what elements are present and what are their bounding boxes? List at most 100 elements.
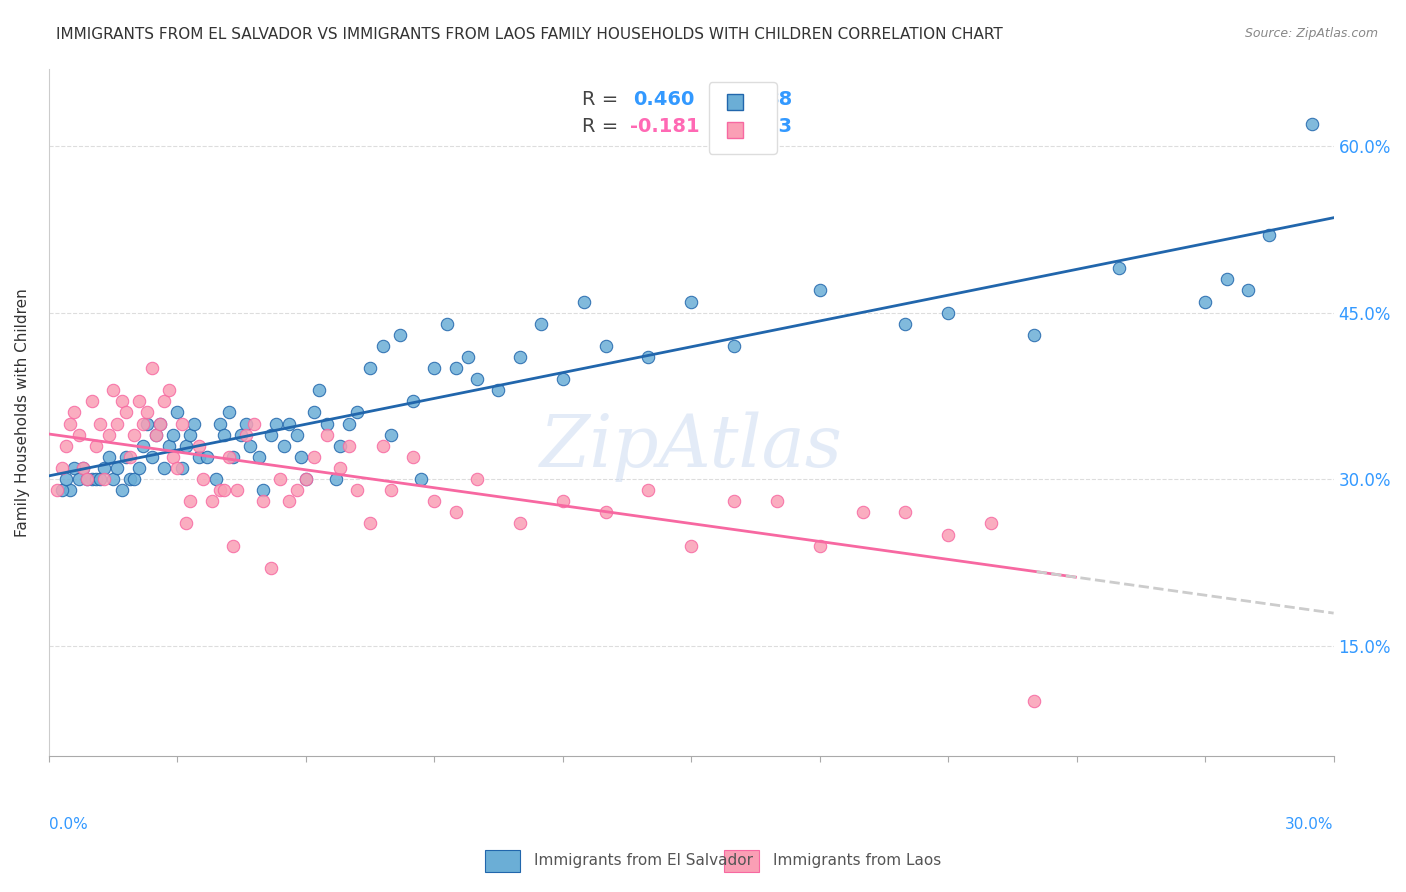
Point bbox=[209, 417, 232, 431]
Point bbox=[222, 450, 245, 464]
Point bbox=[132, 439, 155, 453]
Point bbox=[145, 427, 167, 442]
Point bbox=[572, 294, 595, 309]
Point bbox=[465, 372, 488, 386]
Point bbox=[55, 472, 77, 486]
Point bbox=[329, 461, 352, 475]
Point bbox=[209, 483, 232, 498]
Point bbox=[170, 417, 193, 431]
Text: N =: N = bbox=[704, 118, 761, 136]
Point bbox=[235, 427, 257, 442]
Point bbox=[380, 427, 402, 442]
Point bbox=[457, 350, 479, 364]
Point bbox=[166, 405, 188, 419]
Point bbox=[218, 450, 240, 464]
Point bbox=[187, 439, 209, 453]
Point bbox=[388, 327, 411, 342]
Point bbox=[101, 472, 124, 486]
Point bbox=[637, 350, 659, 364]
Point bbox=[191, 472, 214, 486]
Point bbox=[808, 284, 831, 298]
Point bbox=[187, 450, 209, 464]
Point bbox=[97, 427, 120, 442]
Point bbox=[63, 405, 86, 419]
Text: 73: 73 bbox=[766, 118, 793, 136]
Text: Immigrants from El Salvador: Immigrants from El Salvador bbox=[534, 854, 754, 868]
Point bbox=[465, 472, 488, 486]
Point bbox=[595, 505, 617, 519]
Point bbox=[681, 539, 703, 553]
Point bbox=[115, 450, 138, 464]
Text: R =: R = bbox=[582, 118, 624, 136]
Point bbox=[1022, 694, 1045, 708]
Point bbox=[179, 427, 201, 442]
Point bbox=[936, 527, 959, 541]
Point bbox=[316, 417, 339, 431]
Point bbox=[1258, 227, 1281, 242]
Point bbox=[551, 494, 574, 508]
Point bbox=[260, 427, 283, 442]
Point bbox=[1108, 261, 1130, 276]
Text: 0.460: 0.460 bbox=[633, 90, 695, 109]
Point bbox=[252, 483, 274, 498]
Point bbox=[63, 461, 86, 475]
Point bbox=[115, 405, 138, 419]
Point bbox=[101, 384, 124, 398]
Point bbox=[269, 472, 291, 486]
Point bbox=[402, 394, 425, 409]
Point bbox=[93, 472, 115, 486]
Point bbox=[128, 394, 150, 409]
Point bbox=[231, 427, 253, 442]
Point bbox=[294, 472, 316, 486]
Point bbox=[346, 483, 368, 498]
Text: Immigrants from Laos: Immigrants from Laos bbox=[773, 854, 942, 868]
Point bbox=[252, 494, 274, 508]
Point bbox=[444, 505, 467, 519]
Point bbox=[149, 417, 172, 431]
Point bbox=[346, 405, 368, 419]
Point bbox=[239, 439, 262, 453]
Point bbox=[277, 494, 299, 508]
Point bbox=[105, 417, 128, 431]
Point bbox=[766, 494, 789, 508]
Point bbox=[325, 472, 347, 486]
Point bbox=[200, 494, 222, 508]
Point bbox=[894, 317, 917, 331]
Point bbox=[84, 472, 107, 486]
Point bbox=[72, 461, 94, 475]
Point bbox=[89, 472, 111, 486]
Point bbox=[218, 405, 240, 419]
Point bbox=[105, 461, 128, 475]
Point bbox=[153, 461, 176, 475]
Point bbox=[51, 483, 73, 498]
Text: ZipAtlas: ZipAtlas bbox=[540, 411, 842, 483]
Point bbox=[67, 472, 90, 486]
Point bbox=[235, 417, 257, 431]
Text: N =: N = bbox=[704, 90, 761, 109]
Point bbox=[80, 394, 103, 409]
Point bbox=[59, 483, 82, 498]
Point bbox=[277, 417, 299, 431]
Point bbox=[76, 472, 98, 486]
Point bbox=[136, 405, 159, 419]
Point bbox=[153, 394, 176, 409]
Point bbox=[67, 427, 90, 442]
Point bbox=[170, 461, 193, 475]
Point bbox=[316, 427, 339, 442]
Point bbox=[59, 417, 82, 431]
Point bbox=[337, 417, 360, 431]
Point bbox=[936, 305, 959, 319]
Y-axis label: Family Households with Children: Family Households with Children bbox=[15, 288, 30, 537]
Point bbox=[110, 483, 132, 498]
Point bbox=[308, 384, 330, 398]
Point bbox=[980, 516, 1002, 531]
Point bbox=[120, 472, 142, 486]
Point bbox=[637, 483, 659, 498]
Point bbox=[84, 439, 107, 453]
Point bbox=[509, 516, 531, 531]
Text: 88: 88 bbox=[766, 90, 793, 109]
Point bbox=[93, 461, 115, 475]
Point bbox=[488, 384, 510, 398]
Point bbox=[120, 450, 142, 464]
Point bbox=[174, 516, 197, 531]
